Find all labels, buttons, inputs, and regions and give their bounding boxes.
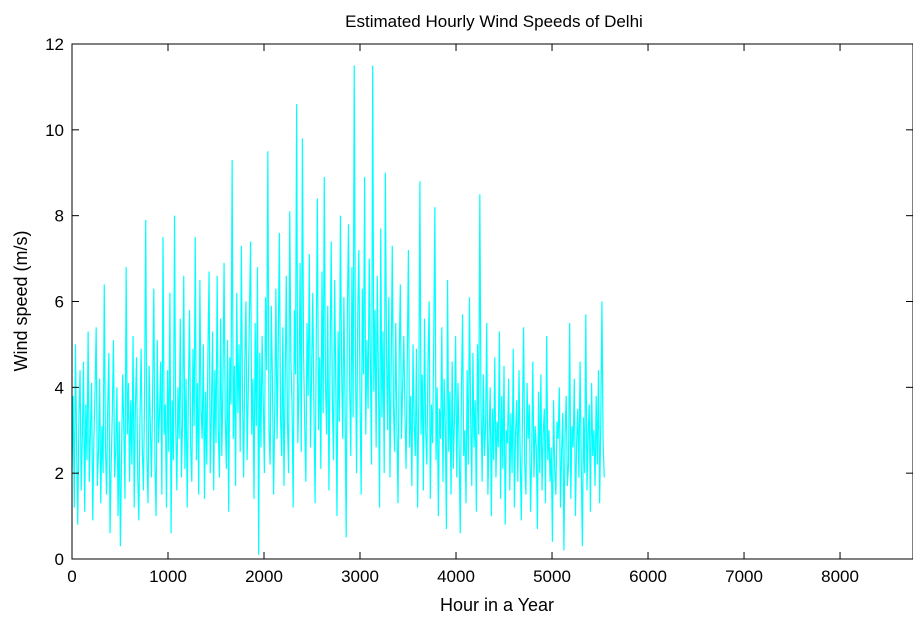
y-axis: 0 2 4 6 8 10 12 (45, 35, 913, 569)
y-tick-label-8: 8 (55, 207, 64, 226)
x-tick-label-1000: 1000 (149, 567, 187, 586)
x-tick-label-2000: 2000 (245, 567, 283, 586)
y-tick-label-0: 0 (55, 550, 64, 569)
y-tick-label-10: 10 (45, 121, 64, 140)
y-tick-label-2: 2 (55, 464, 64, 483)
data-layer (71, 65, 605, 555)
x-axis: 0 1000 2000 3000 4000 5000 6000 7000 8000 (67, 44, 859, 586)
x-tick-label-3000: 3000 (341, 567, 379, 586)
y-tick-label-4: 4 (55, 378, 64, 397)
chart-title: Estimated Hourly Wind Speeds of Delhi (345, 12, 643, 31)
plot-background (72, 44, 913, 559)
series-line-0 (71, 65, 605, 555)
x-tick-label-6000: 6000 (629, 567, 667, 586)
x-tick-label-4000: 4000 (437, 567, 475, 586)
x-tick-label-5000: 5000 (533, 567, 571, 586)
y-tick-label-12: 12 (45, 35, 64, 54)
x-tick-label-8000: 8000 (821, 567, 859, 586)
x-tick-label-7000: 7000 (725, 567, 763, 586)
x-tick-label-0: 0 (67, 567, 76, 586)
y-tick-label-6: 6 (55, 293, 64, 312)
x-axis-label: Hour in a Year (440, 595, 554, 615)
y-axis-label: Wind speed (m/s) (11, 230, 31, 371)
